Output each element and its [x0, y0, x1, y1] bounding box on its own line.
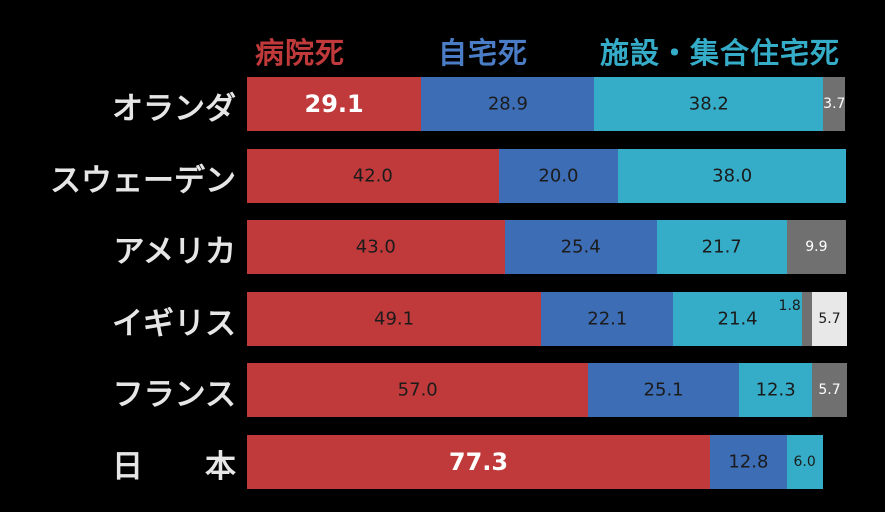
data-label: 29.1 [304, 90, 364, 118]
data-label: 9.9 [805, 239, 828, 255]
data-label: 43.0 [355, 236, 396, 258]
data-label: 6.0 [793, 453, 816, 470]
bar-segment [247, 291, 542, 346]
bar-segment [823, 77, 846, 131]
data-label: 21.7 [701, 236, 742, 258]
bar-segment [656, 220, 787, 274]
category-label: 日 本 [112, 448, 236, 485]
bar-segment [618, 148, 846, 203]
bar-segment [594, 77, 824, 131]
data-label: 20.0 [538, 165, 579, 186]
bar-segment [247, 434, 711, 489]
category-label: オランダ [112, 91, 236, 127]
legend-facility-death: 施設・集合住宅死 [600, 36, 841, 70]
category-label: フランス [112, 377, 236, 413]
legend-home-death: 自宅死 [438, 36, 529, 70]
bar-segment [247, 220, 505, 274]
bar-segment [421, 77, 595, 131]
bar-segment [504, 220, 657, 274]
bar-segment [588, 363, 739, 417]
data-label: 77.3 [448, 447, 509, 476]
data-label: 25.1 [643, 379, 684, 401]
data-label: 57.0 [397, 379, 438, 401]
bar-segment [541, 291, 674, 346]
data-label: 38.2 [688, 93, 729, 115]
data-label: 3.7 [823, 96, 846, 112]
data-label: 12.3 [755, 379, 796, 401]
data-label: 25.4 [560, 236, 601, 258]
bar-segment [247, 363, 589, 417]
bar-segment [786, 220, 846, 274]
data-label: 5.7 [818, 310, 841, 327]
bar-segment [801, 291, 813, 346]
bar-segment [812, 363, 847, 417]
data-label: 38.0 [712, 165, 753, 186]
data-label: 49.1 [374, 308, 415, 329]
bar-segment [498, 148, 619, 203]
category-label: アメリカ [113, 234, 236, 270]
data-label: 22.1 [587, 308, 628, 329]
data-label: 12.8 [728, 451, 769, 472]
data-label: 5.7 [818, 382, 841, 398]
bar-segment [710, 434, 787, 489]
legend-hospital-death: 病院死 [255, 36, 346, 70]
bar-segment [738, 363, 813, 417]
category-label: イギリス [112, 305, 236, 342]
data-label: 42.0 [352, 165, 393, 186]
data-label: 21.4 [717, 308, 758, 329]
data-label: 28.9 [487, 93, 528, 115]
bar-segment [786, 434, 823, 489]
bar-segment [247, 148, 499, 203]
bar-segment [673, 291, 802, 346]
bar-segment [812, 291, 847, 346]
bar-segment [247, 77, 422, 131]
data-label: 1.8 [778, 297, 801, 314]
category-label: スウェーデン [50, 162, 236, 199]
